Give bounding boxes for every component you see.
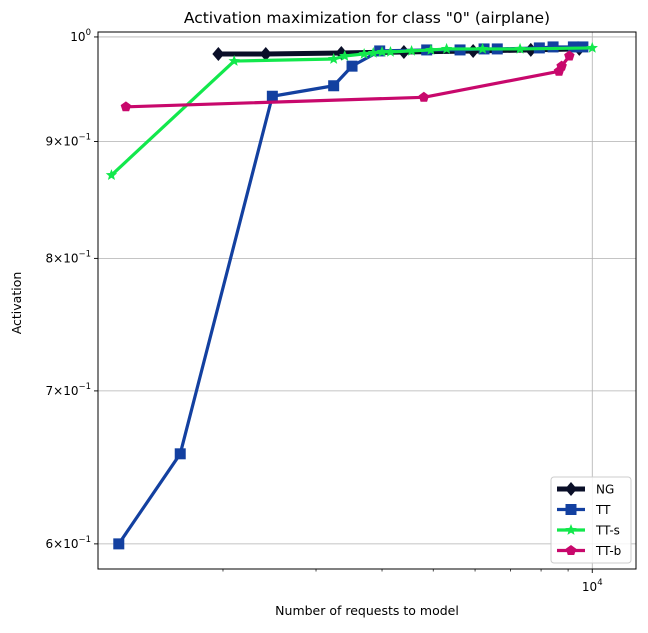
series-tt-b-point xyxy=(418,91,430,102)
legend: NG TT TT-s TT-b xyxy=(550,476,632,564)
series-tt-s-point xyxy=(514,42,526,54)
series-tt-b-point xyxy=(556,60,567,71)
series-tt-s-point xyxy=(425,43,437,55)
legend-marker-tt-s xyxy=(565,524,577,535)
legend-marker-ng xyxy=(565,482,577,496)
series-tt-point xyxy=(113,538,125,550)
series-tt-b-point xyxy=(564,50,575,61)
series-tt-s-point xyxy=(327,53,340,64)
series-tt-point xyxy=(346,60,358,72)
y-tick-label: 7×10−1 xyxy=(46,382,92,398)
series-tt-point xyxy=(266,90,278,102)
series-ng-point xyxy=(259,46,272,61)
legend-box xyxy=(550,476,632,564)
plot-frame xyxy=(97,31,637,570)
series-tt-s-point xyxy=(476,42,489,54)
series-tt-b-point xyxy=(120,101,132,112)
series-tt-s-point xyxy=(384,45,397,57)
series-tt-s-group xyxy=(105,41,598,180)
y-tick-label: 100 xyxy=(70,28,91,44)
series-tt-point xyxy=(174,448,186,460)
legend-marker-tt xyxy=(565,504,577,515)
series-tt-point xyxy=(328,80,340,92)
series-tt-s-point xyxy=(228,55,240,66)
y-tick-label: 9×10−1 xyxy=(46,133,92,149)
series-ng-point xyxy=(212,46,225,61)
legend-label-tt-s: TT-s xyxy=(595,524,620,538)
x-axis-label: Number of requests to model xyxy=(275,603,459,618)
series-tt-s-point xyxy=(358,47,370,59)
series-layer xyxy=(105,41,598,550)
legend-label-tt: TT xyxy=(595,503,611,517)
series-tt-s-point xyxy=(440,42,453,54)
series-tt-s-point xyxy=(586,41,598,53)
y-tick-label: 6×10−1 xyxy=(46,535,92,551)
series-tt-s-point xyxy=(339,49,351,61)
x-tick-label: 104 xyxy=(582,578,603,594)
chart-title: Activation maximization for class "0" (a… xyxy=(184,9,550,27)
axis-ticks: 104 100 9×10−1 8×10−1 7×10−1 6×10−1 xyxy=(46,28,603,594)
series-tt-s-point xyxy=(405,44,418,56)
series-tt-s-point xyxy=(105,169,118,180)
legend-marker-tt-b xyxy=(565,545,577,555)
y-axis-label: Activation xyxy=(9,272,24,335)
legend-label-ng: NG xyxy=(596,483,614,497)
legend-label-tt-b: TT-b xyxy=(595,544,621,558)
series-tt-s-point xyxy=(376,45,388,57)
series-tt-s-point xyxy=(367,46,379,58)
grid-lines xyxy=(98,32,636,569)
series-tt-b-group xyxy=(120,50,575,112)
y-tick-label: 8×10−1 xyxy=(46,249,92,265)
